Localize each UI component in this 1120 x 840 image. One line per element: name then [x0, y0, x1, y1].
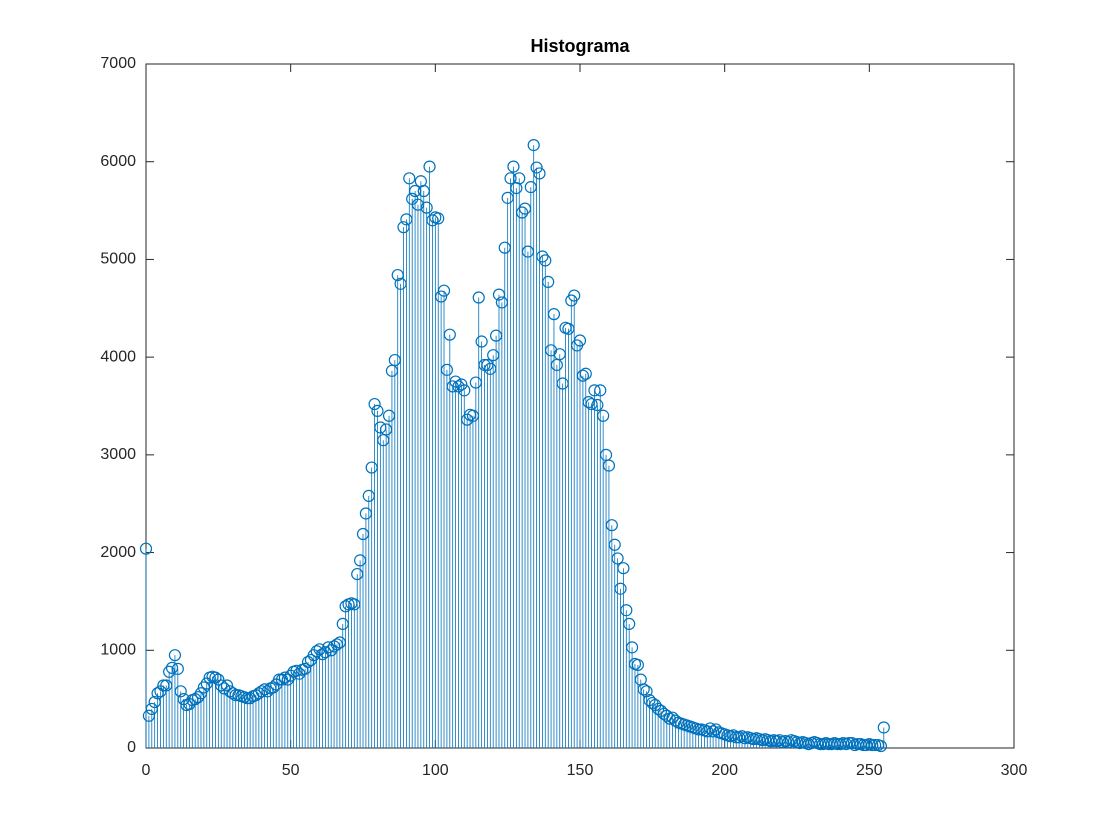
y-tick-label: 4000 — [100, 348, 136, 365]
stem-marker — [513, 172, 526, 185]
y-tick-label: 0 — [127, 739, 136, 756]
stem-marker — [368, 397, 381, 411]
stem-marker — [591, 398, 604, 412]
stem-marker — [579, 367, 592, 380]
stem-marker — [437, 284, 451, 297]
y-tick-label: 1000 — [100, 642, 136, 659]
stem-marker — [212, 673, 225, 686]
stem-marker — [877, 721, 890, 734]
stem-marker — [874, 739, 888, 753]
stem-marker — [605, 519, 618, 532]
stem-marker — [869, 738, 882, 752]
stem-marker — [455, 378, 468, 391]
stem-marker — [735, 730, 749, 743]
stem-marker — [594, 384, 607, 397]
stem-marker — [620, 604, 633, 617]
stem-marker — [585, 397, 598, 411]
stem-marker — [573, 334, 587, 347]
y-tick-label: 6000 — [100, 153, 136, 170]
stem-marker — [516, 206, 529, 219]
stem-marker — [209, 671, 222, 684]
chart-title: Histograma — [530, 36, 630, 56]
stem-marker — [706, 725, 720, 738]
x-tick-label: 200 — [711, 762, 738, 779]
stem-marker — [617, 562, 630, 575]
stem-marker — [168, 649, 182, 662]
stem-marker — [475, 335, 488, 348]
stem-marker — [435, 290, 448, 303]
stem-marker — [842, 737, 856, 750]
x-tick-label: 50 — [282, 762, 300, 779]
x-tick-label: 250 — [856, 762, 883, 779]
stem-marker — [504, 172, 517, 185]
stem-marker — [576, 369, 589, 382]
stem-marker — [171, 662, 184, 675]
stem-marker — [432, 212, 445, 225]
x-tick-label: 0 — [142, 762, 151, 779]
y-tick-label: 3000 — [100, 446, 136, 463]
stem-marker — [608, 538, 621, 551]
x-tick-label: 150 — [567, 762, 594, 779]
stem-marker — [542, 275, 555, 289]
stem-marker — [527, 139, 540, 152]
stem-marker — [403, 172, 416, 185]
stem-marker — [310, 645, 323, 658]
y-tick-label: 2000 — [100, 544, 136, 561]
x-tick-label: 100 — [422, 762, 449, 779]
stem-marker — [637, 683, 650, 696]
stem-marker — [602, 459, 616, 472]
stem-marker — [640, 685, 653, 698]
stem-marker — [420, 201, 433, 214]
stem-marker — [547, 308, 561, 321]
stem-marker — [458, 384, 471, 397]
stem-marker — [229, 689, 242, 702]
stem-marker — [472, 291, 485, 304]
x-tick-label: 300 — [1001, 762, 1028, 779]
stem-marker — [568, 289, 581, 302]
stem-marker — [139, 542, 153, 555]
stem-marker — [845, 737, 859, 750]
stem-marker — [530, 161, 543, 174]
stem-marker — [443, 328, 456, 341]
stem-marker — [614, 582, 627, 595]
stem-marker — [423, 160, 436, 173]
stem-marker — [625, 641, 639, 654]
stem-marker — [539, 254, 552, 267]
stem-marker — [371, 404, 384, 417]
stem-marker — [220, 679, 234, 692]
stem-marker — [174, 685, 187, 698]
stem-marker — [507, 160, 520, 173]
y-tick-label: 5000 — [100, 251, 136, 268]
stem-marker — [533, 167, 546, 180]
stem-marker — [536, 250, 549, 263]
stem-marker — [374, 421, 387, 434]
stem-marker — [226, 687, 239, 700]
stem-marker — [611, 552, 624, 565]
stem-marker — [597, 409, 610, 422]
stem-marker — [692, 723, 705, 736]
y-tick-label: 7000 — [100, 55, 136, 72]
stem-marker — [623, 617, 636, 631]
stem-marker — [727, 729, 740, 742]
stem-marker — [165, 661, 179, 674]
stem-marker — [440, 363, 454, 376]
stem-marker — [631, 658, 644, 672]
